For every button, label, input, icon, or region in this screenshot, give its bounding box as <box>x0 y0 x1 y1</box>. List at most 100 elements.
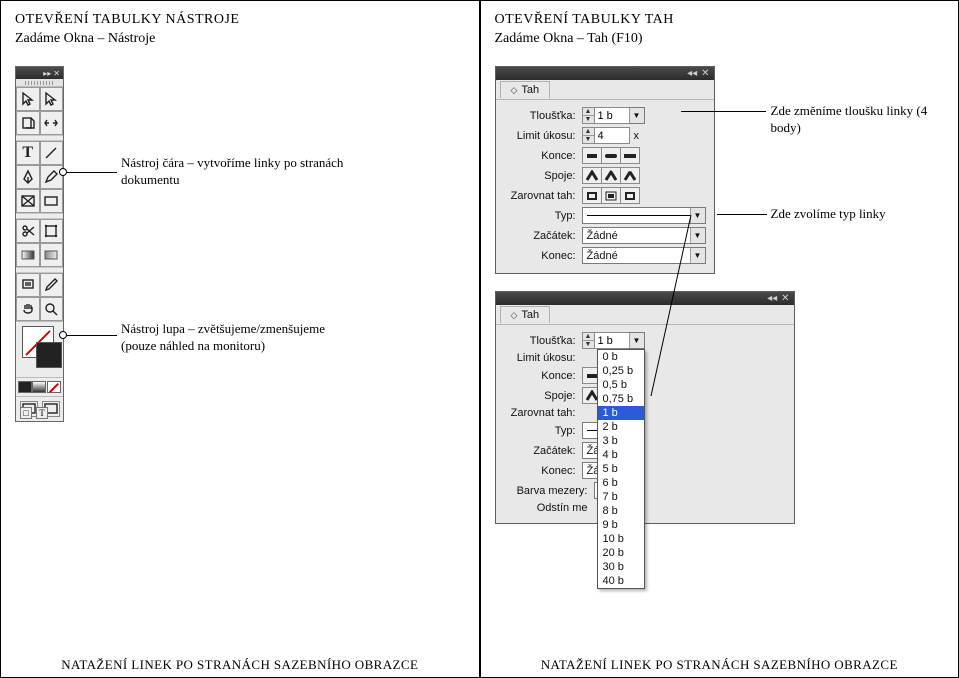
selection-tool[interactable] <box>16 87 40 111</box>
tools-palette: ▸▸✕ T <box>15 66 64 422</box>
swap-default-icon[interactable]: □ <box>20 407 32 419</box>
p2-end-label: Konec: <box>504 465 582 477</box>
panel2-tab[interactable]: Tah <box>500 306 551 323</box>
zoom-tool[interactable] <box>40 297 64 321</box>
formatting-text-icon[interactable]: T <box>36 407 48 419</box>
cap-round[interactable] <box>601 147 621 164</box>
left-subtitle: Zadáme Okna – Nástroje <box>15 30 465 49</box>
p2-start-label: Začátek: <box>504 445 582 457</box>
type-dd[interactable]: ▼ <box>582 207 706 224</box>
panel2-titlebar[interactable]: ◂◂✕ <box>496 292 794 305</box>
weight-option[interactable]: 7 b <box>598 490 644 504</box>
align-outside[interactable] <box>620 187 640 204</box>
p2-weight-label: Tloušťka: <box>504 335 582 347</box>
lead-type <box>717 214 767 215</box>
weight-option[interactable]: 40 b <box>598 574 644 588</box>
weight-option[interactable]: 5 b <box>598 462 644 476</box>
weight-option[interactable]: 6 b <box>598 476 644 490</box>
annot-line-tool: Nástroj čára – vytvoříme linky po straná… <box>121 155 351 189</box>
lead-weight <box>681 111 766 112</box>
type-tool[interactable]: T <box>16 141 40 165</box>
weight-step-down[interactable]: ▼ <box>583 116 594 123</box>
miter-field[interactable]: ▲▼ <box>582 127 630 144</box>
weight-option[interactable]: 1 b <box>598 406 644 420</box>
pen-tool[interactable] <box>16 165 40 189</box>
apply-color[interactable] <box>18 381 32 393</box>
direct-selection-tool[interactable] <box>40 87 64 111</box>
weight-option[interactable]: 8 b <box>598 504 644 518</box>
start-dd[interactable]: Žádné▼ <box>582 227 706 244</box>
weight-option[interactable]: 20 b <box>598 546 644 560</box>
join-bevel[interactable] <box>620 167 640 184</box>
palette-grip[interactable] <box>16 79 63 87</box>
p2-align-label: Zarovnat tah: <box>504 407 582 419</box>
weight-option[interactable]: 2 b <box>598 420 644 434</box>
caps-buttons <box>582 147 640 164</box>
end-dd[interactable]: Žádné▼ <box>582 247 706 264</box>
page-tool[interactable] <box>16 111 40 135</box>
note-tool[interactable] <box>16 273 40 297</box>
free-transform-tool[interactable] <box>40 219 64 243</box>
miter-step-up[interactable]: ▲ <box>583 128 594 136</box>
gradient-feather-tool[interactable] <box>40 243 64 267</box>
panel1-tab[interactable]: Tah <box>500 81 551 98</box>
line-tool[interactable] <box>40 141 64 165</box>
hand-tool[interactable] <box>16 297 40 321</box>
join-miter[interactable] <box>582 167 602 184</box>
p2-weight-down[interactable]: ▼ <box>583 341 594 348</box>
align-center[interactable] <box>582 187 602 204</box>
weight-option[interactable]: 0,5 b <box>598 378 644 392</box>
p2-weight-field[interactable]: ▲▼ <box>582 332 630 349</box>
weight-input[interactable] <box>595 108 629 123</box>
apply-gradient[interactable] <box>32 381 46 393</box>
miter-step-down[interactable]: ▼ <box>583 136 594 143</box>
pointer-line-tool <box>59 168 67 176</box>
weight-label: Tloušťka: <box>504 110 582 122</box>
weight-option[interactable]: 3 b <box>598 434 644 448</box>
rectangle-tool[interactable] <box>40 189 64 213</box>
panel2-tab-label: Tah <box>521 309 539 321</box>
weight-options-list: 0 b0,25 b0,5 b0,75 b1 b2 b3 b4 b5 b6 b7 … <box>597 349 645 589</box>
p2-caps-label: Konce: <box>504 370 582 382</box>
weight-option[interactable]: 4 b <box>598 448 644 462</box>
cap-projecting[interactable] <box>620 147 640 164</box>
rectangle-frame-tool[interactable] <box>16 189 40 213</box>
p2-weight-dd[interactable]: ▼ 0 b0,25 b0,5 b0,75 b1 b2 b3 b4 b5 b6 b… <box>629 332 645 349</box>
gradient-swatch-tool[interactable] <box>16 243 40 267</box>
left-footer: NATAŽENÍ LINEK PO STRANÁCH SAZEBNÍHO OBR… <box>1 651 479 677</box>
weight-option[interactable]: 10 b <box>598 532 644 546</box>
p2-gapcolor-label: Barva mezery: <box>504 485 594 497</box>
align-inside[interactable] <box>601 187 621 204</box>
weight-dd[interactable]: ▼ <box>629 107 645 124</box>
right-subtitle: Zadáme Okna – Tah (F10) <box>495 30 945 49</box>
join-round[interactable] <box>601 167 621 184</box>
gap-tool[interactable] <box>40 111 64 135</box>
cap-butt[interactable] <box>582 147 602 164</box>
annot-zoom-tool: Nástroj lupa – zvětšujeme/zmenšujeme (po… <box>121 321 361 355</box>
weight-field[interactable]: ▲▼ <box>582 107 630 124</box>
weight-step-up[interactable]: ▲ <box>583 108 594 116</box>
p2-weight-input[interactable] <box>595 333 629 348</box>
end-val: Žádné <box>587 250 618 262</box>
weight-option[interactable]: 9 b <box>598 518 644 532</box>
right-title: OTEVŘENÍ TABULKY TAH <box>495 11 945 30</box>
weight-option[interactable]: 0,25 b <box>598 364 644 378</box>
weight-option[interactable]: 0,75 b <box>598 392 644 406</box>
caps-label: Konce: <box>504 150 582 162</box>
eyedropper-tool[interactable] <box>40 273 64 297</box>
left-page: OTEVŘENÍ TABULKY NÁSTROJE Zadáme Okna – … <box>0 0 480 678</box>
miter-input[interactable] <box>595 128 629 143</box>
panel1-titlebar[interactable]: ◂◂✕ <box>496 67 714 80</box>
fill-stroke-swatch[interactable] <box>16 321 63 377</box>
apply-none[interactable] <box>47 381 61 393</box>
weight-option[interactable]: 30 b <box>598 560 644 574</box>
lead-line-tool <box>67 172 117 173</box>
align-buttons <box>582 187 640 204</box>
apply-row <box>16 377 63 396</box>
end-label: Konec: <box>504 250 582 262</box>
weight-option[interactable]: 0 b <box>598 350 644 364</box>
pointer-zoom-tool <box>59 331 67 339</box>
scissors-tool[interactable] <box>16 219 40 243</box>
palette-titlebar[interactable]: ▸▸✕ <box>16 67 63 79</box>
p2-weight-up[interactable]: ▲ <box>583 333 594 341</box>
